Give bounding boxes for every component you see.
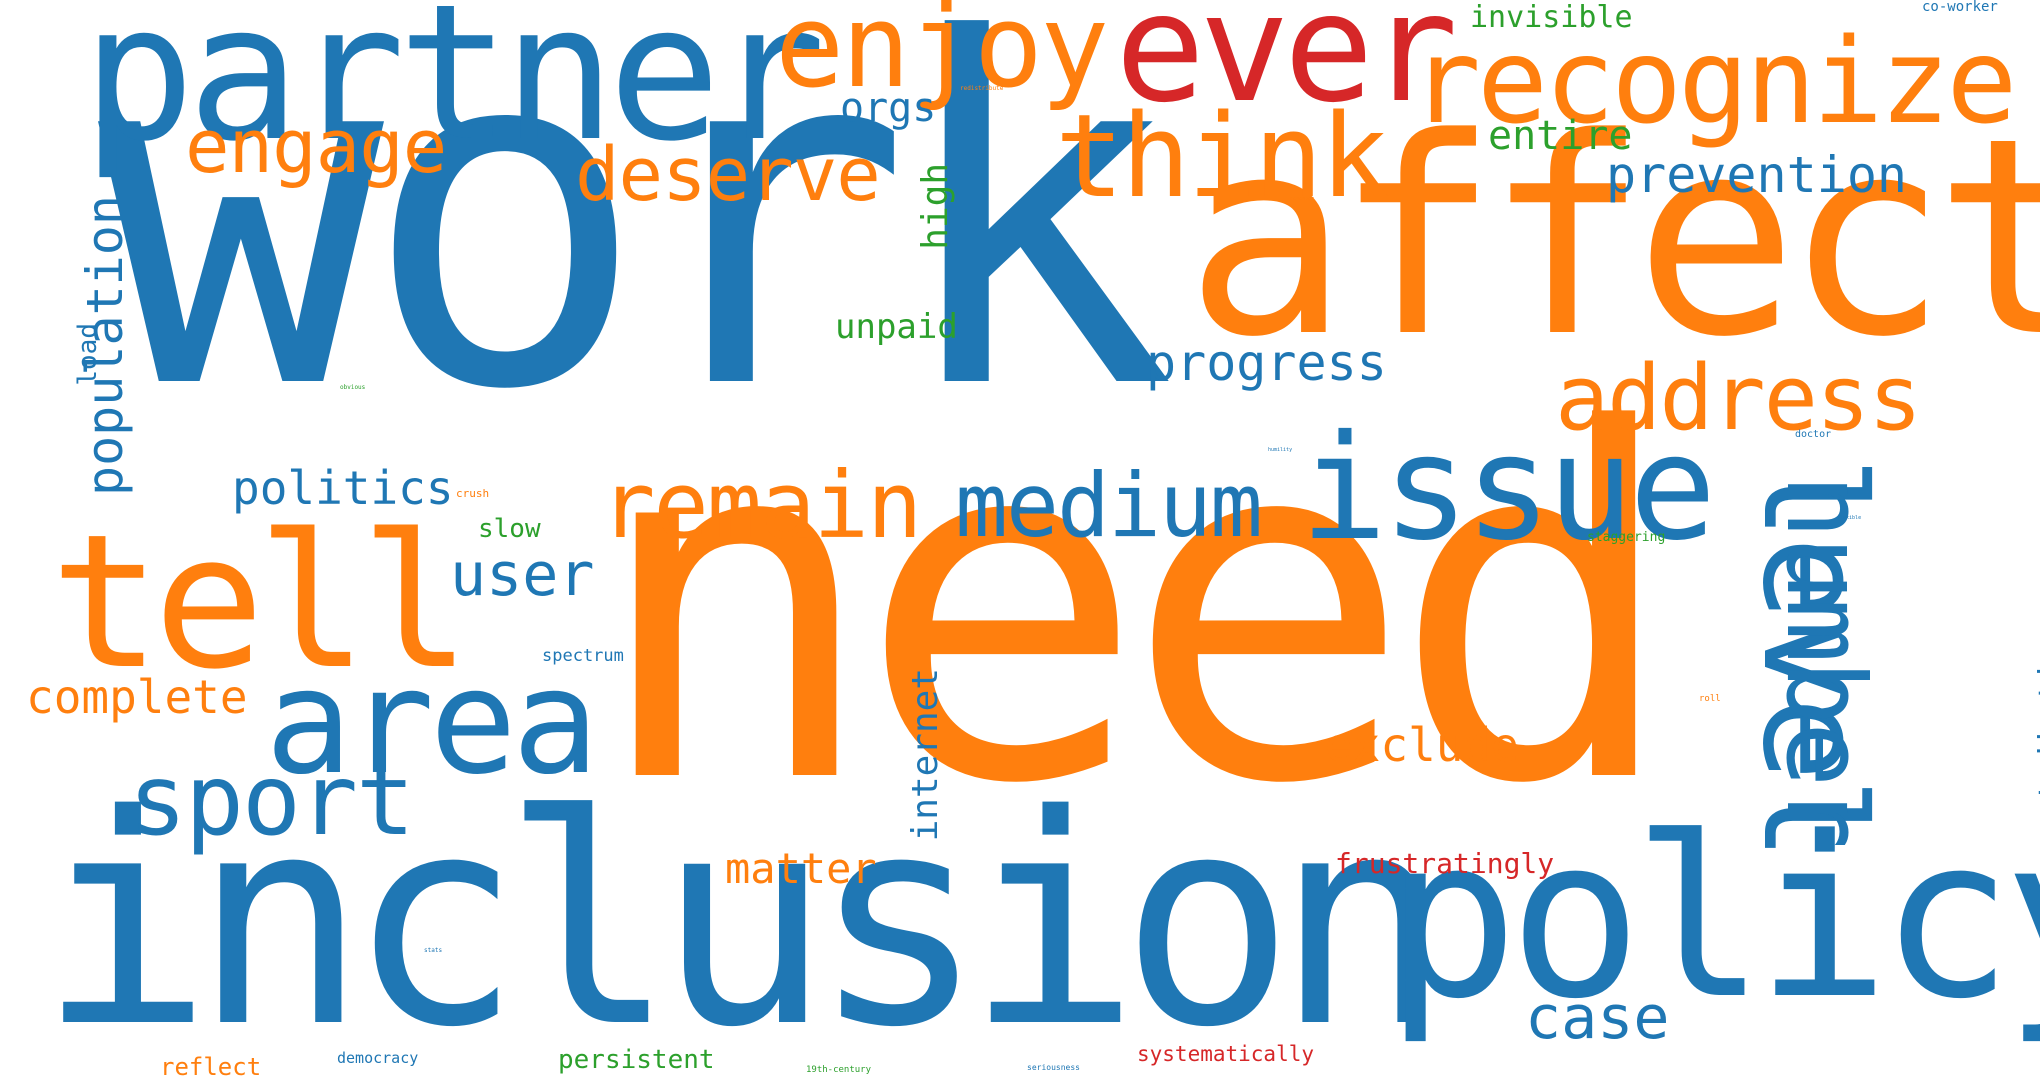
word-inclusion: inclusion xyxy=(38,754,1449,1080)
word-redistribute: redistribute xyxy=(960,85,1004,92)
word-policy: policy xyxy=(1385,790,2040,1048)
word-invisible: invisible xyxy=(1470,0,1633,35)
word-matter: matter xyxy=(725,844,877,893)
word-prevention: prevention xyxy=(1606,146,1908,204)
word-obvious: obvious xyxy=(340,384,366,391)
word-partner: partner xyxy=(82,0,826,183)
word-recognize: recognize xyxy=(1410,12,2017,150)
word-engage: engage xyxy=(185,104,447,190)
word-think: think xyxy=(1055,90,1389,224)
word-co-worker: co-worker xyxy=(1922,0,1998,15)
word-roll: roll xyxy=(1699,694,1721,704)
word-deserve: deserve xyxy=(575,132,881,218)
word-remain: remain xyxy=(600,452,922,559)
word-exclude: exclude xyxy=(1325,718,1519,772)
word-slow: slow xyxy=(478,514,541,544)
word-sport: sport xyxy=(128,744,415,858)
word-doctor: doctor xyxy=(1795,429,1832,440)
word-humility: humility xyxy=(1268,447,1293,453)
word-politics: politics xyxy=(232,461,454,515)
word-user: user xyxy=(450,540,595,610)
word-area: area xyxy=(265,638,599,807)
word-number: number xyxy=(1762,474,1887,847)
word-unpaid: unpaid xyxy=(835,307,958,347)
word-systematically: systematically xyxy=(1137,1042,1315,1066)
word-affect: affect xyxy=(1185,81,2040,397)
word-tell: tell xyxy=(50,494,472,710)
word-high: high xyxy=(915,163,956,250)
word-address: address xyxy=(1555,346,1922,451)
word-progress: progress xyxy=(1146,334,1387,392)
word-medium: medium xyxy=(955,454,1263,557)
word-remember: remember xyxy=(1290,196,1315,202)
word-staggering: staggering xyxy=(1587,530,1666,545)
word-frustratingly: frustratingly xyxy=(1335,847,1555,880)
word-flexible: flexible xyxy=(1837,515,1862,521)
word-internet: internet xyxy=(905,668,946,842)
word-stats: stats xyxy=(424,947,443,954)
word-enjoy: enjoy xyxy=(775,0,1109,114)
word-entire: entire xyxy=(1488,113,1633,159)
word-persistent: persistent xyxy=(558,1045,715,1075)
word-democracy: democracy xyxy=(337,1049,419,1067)
word-need: need xyxy=(590,330,1680,889)
word-spectrum: spectrum xyxy=(542,646,624,666)
word-issue: issue xyxy=(1300,404,1716,573)
word-case: case xyxy=(1525,983,1670,1053)
word-ever: ever xyxy=(1115,0,1458,136)
word-load: load xyxy=(73,323,103,386)
word-contribution: contribution xyxy=(2031,622,2040,861)
word-19th-century: 19th-century xyxy=(806,1065,872,1075)
word-complete: complete xyxy=(26,670,248,724)
word-orgs: orgs xyxy=(840,85,937,131)
word-work: work xyxy=(98,0,1176,494)
word-reflect: reflect xyxy=(160,1053,262,1080)
word-seriousness: seriousness xyxy=(1027,1063,1080,1072)
word-crush: crush xyxy=(456,487,490,500)
